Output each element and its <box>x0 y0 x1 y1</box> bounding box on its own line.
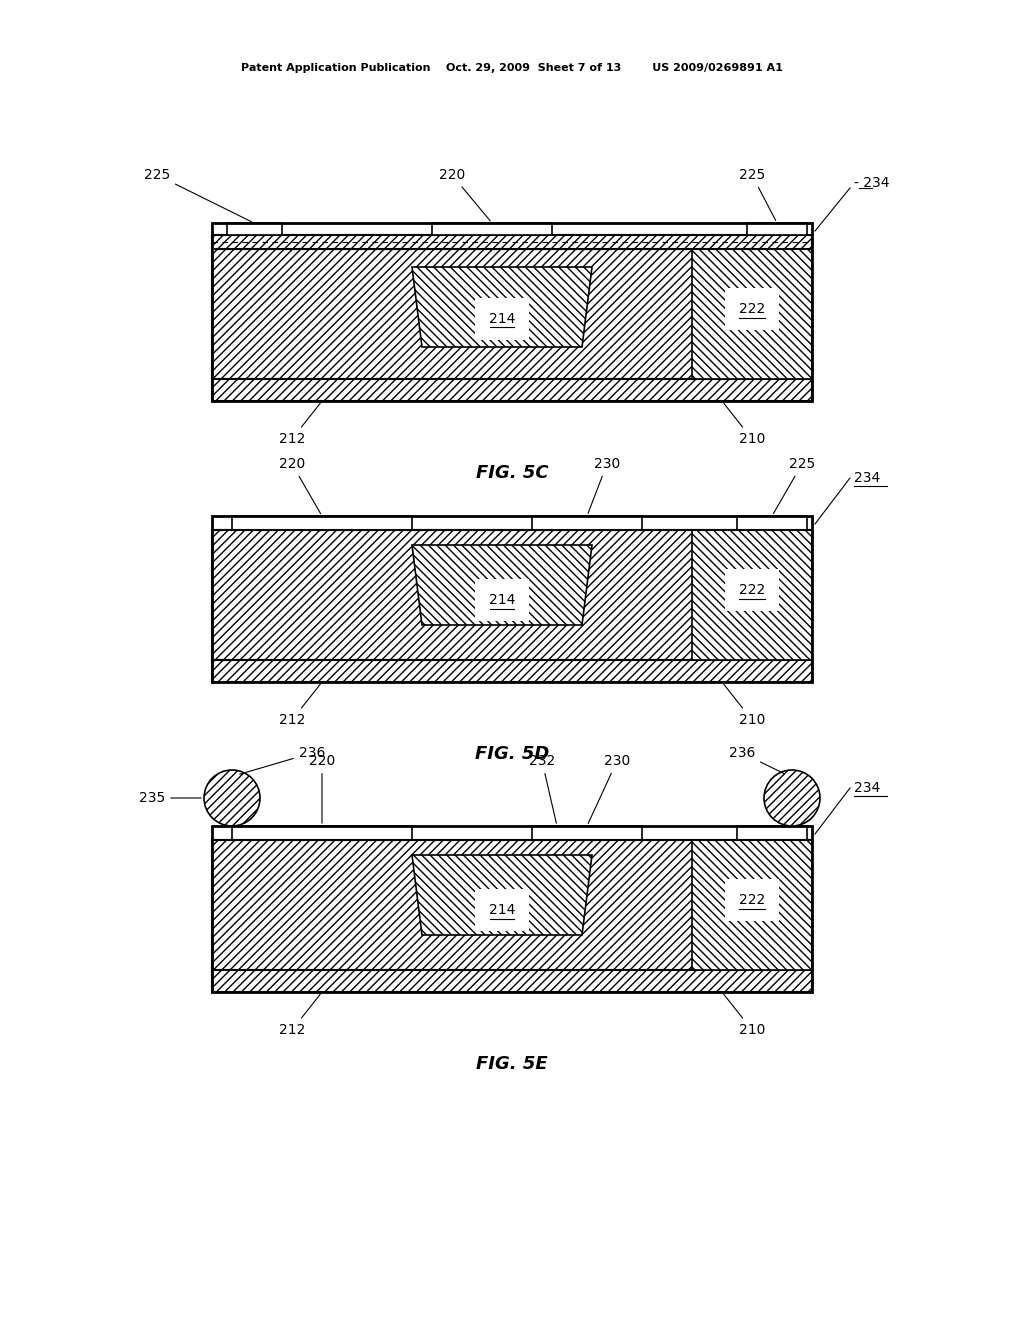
Text: 225: 225 <box>739 168 776 220</box>
Text: 230: 230 <box>588 754 630 824</box>
Text: 220: 220 <box>279 457 321 513</box>
Polygon shape <box>692 840 812 970</box>
Text: 212: 212 <box>279 403 321 446</box>
Text: 210: 210 <box>724 684 765 727</box>
Polygon shape <box>692 531 812 660</box>
Polygon shape <box>692 249 812 379</box>
Text: FIG. 5C: FIG. 5C <box>476 465 548 482</box>
Polygon shape <box>212 531 812 660</box>
Text: 212: 212 <box>279 994 321 1038</box>
Text: 225: 225 <box>773 457 815 513</box>
Polygon shape <box>227 223 282 235</box>
Text: 236: 236 <box>240 746 326 775</box>
Polygon shape <box>532 516 642 531</box>
Polygon shape <box>432 223 552 235</box>
Polygon shape <box>212 660 812 682</box>
Circle shape <box>204 770 260 826</box>
Polygon shape <box>746 223 807 235</box>
Polygon shape <box>212 970 812 993</box>
Text: FIG. 5D: FIG. 5D <box>475 744 549 763</box>
Text: 222: 222 <box>739 583 765 597</box>
Polygon shape <box>412 545 592 624</box>
Text: FIG. 5E: FIG. 5E <box>476 1055 548 1073</box>
Polygon shape <box>212 840 812 970</box>
Polygon shape <box>412 267 592 347</box>
Text: 222: 222 <box>739 302 765 315</box>
Polygon shape <box>212 235 812 249</box>
Text: 214: 214 <box>488 593 515 607</box>
Text: 225: 225 <box>144 168 252 222</box>
Text: 232: 232 <box>528 754 556 824</box>
Polygon shape <box>232 826 412 840</box>
Text: 214: 214 <box>488 903 515 917</box>
Text: 210: 210 <box>724 994 765 1038</box>
Polygon shape <box>212 379 812 401</box>
Polygon shape <box>737 826 807 840</box>
Polygon shape <box>532 826 642 840</box>
Text: 222: 222 <box>739 894 765 907</box>
Text: 220: 220 <box>439 168 490 220</box>
Text: 234: 234 <box>854 781 881 795</box>
Text: 220: 220 <box>309 754 335 824</box>
Polygon shape <box>737 516 807 531</box>
Text: 210: 210 <box>724 403 765 446</box>
Polygon shape <box>232 516 412 531</box>
Polygon shape <box>212 249 812 379</box>
Polygon shape <box>412 855 592 935</box>
Text: 234: 234 <box>854 471 881 484</box>
Text: 235: 235 <box>139 791 202 805</box>
Text: 236: 236 <box>729 746 784 774</box>
Text: Patent Application Publication    Oct. 29, 2009  Sheet 7 of 13        US 2009/02: Patent Application Publication Oct. 29, … <box>241 63 783 73</box>
Text: 212: 212 <box>279 684 321 727</box>
Circle shape <box>764 770 820 826</box>
Text: 214: 214 <box>488 312 515 326</box>
Text: 230: 230 <box>588 457 621 513</box>
Text: - 234: - 234 <box>854 176 890 190</box>
